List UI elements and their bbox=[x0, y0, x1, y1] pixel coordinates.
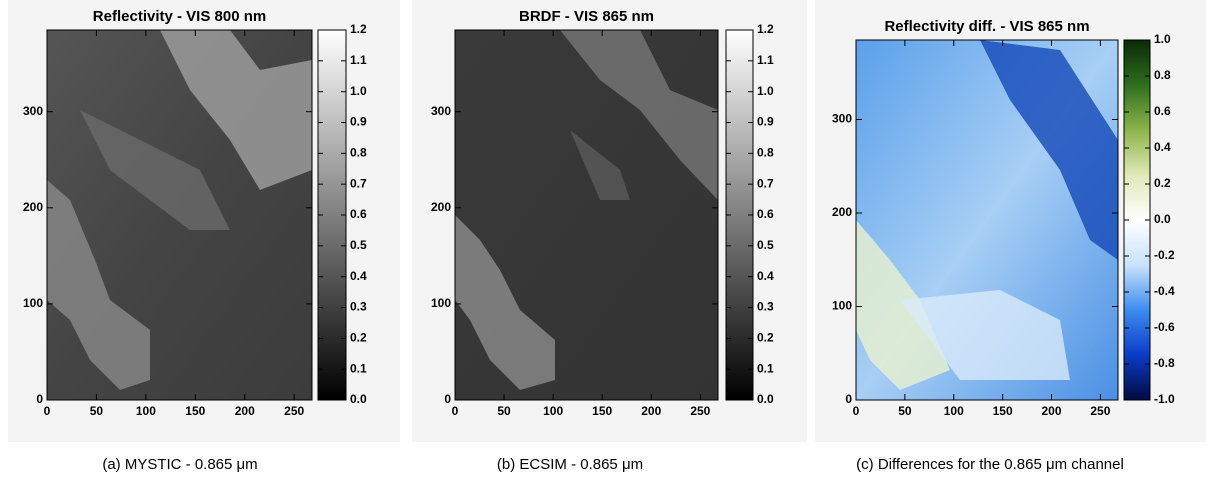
x-tick-label: 250 bbox=[690, 404, 710, 418]
colorbar-tick-label: 0.3 bbox=[350, 300, 367, 314]
image-region bbox=[47, 180, 150, 390]
x-tick-label: 150 bbox=[592, 404, 612, 418]
x-tick-label: 250 bbox=[284, 404, 304, 418]
chart-title: BRDF - VIS 865 nm bbox=[519, 8, 654, 25]
colorbar-tick-label: 0.5 bbox=[757, 238, 774, 252]
image-region bbox=[160, 30, 312, 190]
colorbar-tick-label: 0.4 bbox=[757, 269, 774, 283]
caption: (a) MYSTIC - 0.865 μm bbox=[102, 456, 257, 473]
plot-frame bbox=[855, 39, 1119, 401]
colorbar-tick-label: 0.3 bbox=[757, 300, 774, 314]
image-region bbox=[80, 110, 230, 230]
image-region bbox=[455, 215, 555, 390]
colorbar-tick-label: 0.1 bbox=[350, 361, 367, 375]
y-tick-label: 0 bbox=[845, 392, 852, 406]
x-tick-label: 0 bbox=[853, 404, 860, 418]
colorbar-tick-label: 0.6 bbox=[1154, 104, 1171, 118]
y-tick-label: 200 bbox=[431, 200, 451, 214]
y-tick-label: 0 bbox=[444, 392, 451, 406]
colorbar-tick-label: 0.0 bbox=[350, 392, 367, 406]
colorbar-tick-label: 0.7 bbox=[757, 176, 774, 190]
image-region bbox=[560, 30, 718, 200]
colorbar-tick-label: 0.9 bbox=[757, 115, 774, 129]
plot-frame bbox=[454, 29, 719, 401]
colorbar-tick-label: 0.4 bbox=[1154, 140, 1171, 154]
y-tick-label: 100 bbox=[23, 296, 43, 310]
colorbar-tick-label: 1.2 bbox=[757, 22, 774, 36]
colorbar-tick-label: 0.0 bbox=[757, 392, 774, 406]
colorbar-tick-label: 0.8 bbox=[1154, 68, 1171, 82]
image-region bbox=[900, 290, 1070, 380]
x-tick-label: 200 bbox=[641, 404, 661, 418]
x-tick-label: 0 bbox=[452, 404, 459, 418]
colorbar-tick-label: 0.4 bbox=[350, 269, 367, 283]
plot-frame bbox=[46, 29, 313, 401]
y-tick-label: 300 bbox=[832, 112, 852, 126]
y-tick-label: 300 bbox=[431, 104, 451, 118]
colorbar-tick-label: 1.0 bbox=[1154, 32, 1171, 46]
y-tick-label: 200 bbox=[832, 205, 852, 219]
colorbar-tick-label: -0.6 bbox=[1154, 320, 1175, 334]
y-tick-label: 100 bbox=[832, 299, 852, 313]
colorbar-tick-label: 0.8 bbox=[757, 146, 774, 160]
colorbar-tick-label: -0.8 bbox=[1154, 356, 1175, 370]
colorbar-tick-label: 0.6 bbox=[350, 207, 367, 221]
colorbar-tick-label: 0.1 bbox=[757, 361, 774, 375]
chart-title: Reflectivity - VIS 800 nm bbox=[93, 8, 266, 25]
x-tick-label: 50 bbox=[898, 404, 912, 418]
y-tick-label: 300 bbox=[23, 104, 43, 118]
colorbar-tick-label: 0.6 bbox=[757, 207, 774, 221]
colorbar-tick-label: 1.0 bbox=[757, 84, 774, 98]
x-tick-label: 250 bbox=[1090, 404, 1110, 418]
colorbar-tick-label: 0.2 bbox=[350, 331, 367, 345]
y-tick-label: 0 bbox=[36, 392, 43, 406]
colorbar-tick-label: 1.0 bbox=[350, 84, 367, 98]
colorbar-tick-label: 0.5 bbox=[350, 238, 367, 252]
colorbar-tick-label: 0.8 bbox=[350, 146, 367, 160]
x-tick-label: 200 bbox=[1042, 404, 1062, 418]
y-tick-label: 100 bbox=[431, 296, 451, 310]
x-tick-label: 50 bbox=[497, 404, 511, 418]
colorbar-tick-label: 1.1 bbox=[757, 53, 774, 67]
colorbar-tick-label: 1.1 bbox=[350, 53, 367, 67]
colorbar-tick-label: 0.0 bbox=[1154, 212, 1171, 226]
image-region bbox=[570, 130, 630, 200]
x-tick-label: 0 bbox=[44, 404, 51, 418]
x-tick-label: 100 bbox=[136, 404, 156, 418]
y-tick-label: 200 bbox=[23, 200, 43, 214]
colorbar-tick-label: -0.2 bbox=[1154, 248, 1175, 262]
caption: (c) Differences for the 0.865 μm channel bbox=[856, 456, 1124, 473]
x-tick-label: 150 bbox=[185, 404, 205, 418]
image-region bbox=[856, 220, 950, 390]
x-tick-label: 100 bbox=[543, 404, 563, 418]
colorbar-tick-label: 0.9 bbox=[350, 115, 367, 129]
caption: (b) ECSIM - 0.865 μm bbox=[497, 456, 643, 473]
colorbar-tick-label: 0.7 bbox=[350, 176, 367, 190]
x-tick-label: 50 bbox=[90, 404, 104, 418]
colorbar-tick-label: -0.4 bbox=[1154, 284, 1175, 298]
chart-title: Reflectivity diff. - VIS 865 nm bbox=[884, 18, 1089, 35]
image-region bbox=[980, 40, 1118, 260]
colorbar-tick-label: 0.2 bbox=[757, 331, 774, 345]
colorbar-tick-label: 1.2 bbox=[350, 22, 367, 36]
colorbar-tick-label: -1.0 bbox=[1154, 392, 1175, 406]
x-tick-label: 200 bbox=[235, 404, 255, 418]
x-tick-label: 150 bbox=[993, 404, 1013, 418]
x-tick-label: 100 bbox=[944, 404, 964, 418]
colorbar-tick-label: 0.2 bbox=[1154, 176, 1171, 190]
